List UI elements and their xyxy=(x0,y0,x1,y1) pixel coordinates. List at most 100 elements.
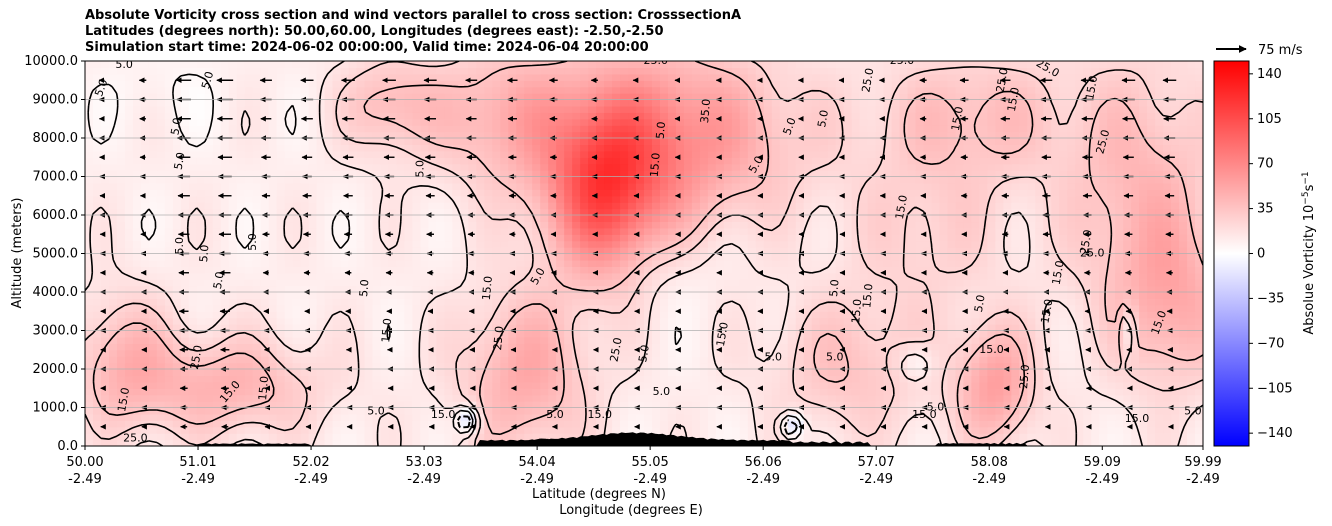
vorticity-cell xyxy=(1027,407,1036,415)
vorticity-cell xyxy=(1171,317,1180,325)
vorticity-cell xyxy=(963,285,973,293)
vorticity-cell xyxy=(659,240,669,248)
vorticity-cell xyxy=(604,420,613,428)
vorticity-cell xyxy=(460,247,469,255)
vorticity-cell xyxy=(747,234,757,242)
vorticity-cell xyxy=(723,330,733,338)
vorticity-cell xyxy=(92,215,102,223)
vorticity-cell xyxy=(644,381,653,389)
vorticity-cell xyxy=(843,407,853,415)
vorticity-cell xyxy=(268,324,278,332)
vorticity-cell xyxy=(244,279,254,287)
vorticity-cell xyxy=(108,407,118,415)
vorticity-cell xyxy=(827,375,837,383)
vorticity-cell xyxy=(907,439,917,446)
vorticity-cell xyxy=(228,221,238,229)
vorticity-cell xyxy=(316,247,326,255)
vorticity-cell xyxy=(1051,356,1060,364)
vorticity-cell xyxy=(444,259,453,267)
vorticity-cell xyxy=(332,311,342,319)
vorticity-cell xyxy=(1003,311,1012,319)
vorticity-cell xyxy=(276,221,286,229)
vorticity-cell xyxy=(1195,407,1203,415)
vorticity-cell xyxy=(1027,388,1036,396)
vorticity-cell xyxy=(540,369,549,377)
vorticity-cell xyxy=(564,356,573,364)
vorticity-cell xyxy=(484,426,493,434)
vorticity-cell xyxy=(380,362,390,370)
vorticity-cell xyxy=(1003,330,1012,338)
vorticity-cell xyxy=(436,324,445,332)
vorticity-cell xyxy=(1163,439,1172,446)
vorticity-cell xyxy=(388,247,398,255)
vorticity-cell xyxy=(667,304,677,312)
vorticity-cell xyxy=(787,343,797,351)
vorticity-cell xyxy=(604,324,613,332)
vorticity-cell xyxy=(484,317,493,325)
vorticity-cell xyxy=(803,330,813,338)
vorticity-cell xyxy=(819,311,829,319)
vorticity-cell xyxy=(340,388,350,396)
vorticity-cell xyxy=(779,401,789,409)
vorticity-cell xyxy=(907,227,917,235)
vorticity-cell xyxy=(412,330,421,338)
vorticity-cell xyxy=(372,304,382,312)
vorticity-cell xyxy=(779,227,789,235)
vorticity-cell xyxy=(204,362,214,370)
vorticity-cell xyxy=(356,266,366,274)
vorticity-cell xyxy=(979,375,988,383)
vorticity-cell xyxy=(372,215,382,223)
vorticity-cell xyxy=(636,304,645,312)
vorticity-cell xyxy=(116,304,126,312)
vorticity-cell xyxy=(340,362,350,370)
vorticity-cell xyxy=(1083,240,1092,248)
vorticity-cell xyxy=(771,311,781,319)
vorticity-cell xyxy=(300,311,310,319)
vorticity-cell xyxy=(683,234,693,242)
vorticity-cell xyxy=(1003,240,1012,248)
vorticity-cell xyxy=(596,215,605,223)
vorticity-cell xyxy=(979,439,988,446)
vorticity-cell xyxy=(1107,362,1116,370)
vorticity-cell xyxy=(324,266,334,274)
vorticity-cell xyxy=(644,388,653,396)
vorticity-cell xyxy=(380,285,390,293)
vorticity-cell xyxy=(548,311,557,319)
vorticity-cell xyxy=(108,215,118,223)
vorticity-cell xyxy=(572,227,581,235)
vorticity-cell xyxy=(532,336,541,344)
vorticity-cell xyxy=(1043,381,1052,389)
vorticity-cell xyxy=(644,317,653,325)
vorticity-cell xyxy=(500,413,509,421)
vorticity-cell xyxy=(835,324,845,332)
vorticity-cell xyxy=(1043,362,1052,370)
vorticity-cell xyxy=(1043,292,1052,300)
vorticity-cell xyxy=(548,215,557,223)
vorticity-cell xyxy=(556,407,565,415)
vorticity-cell xyxy=(835,420,845,428)
vorticity-cell xyxy=(140,349,150,357)
vorticity-cell xyxy=(939,253,949,261)
vorticity-cell xyxy=(1059,324,1068,332)
vorticity-cell xyxy=(755,304,765,312)
vorticity-cell xyxy=(404,394,414,402)
vorticity-cell xyxy=(228,356,238,364)
vorticity-cell xyxy=(564,426,573,434)
vorticity-cell xyxy=(172,317,182,325)
vorticity-cell xyxy=(1123,349,1132,357)
vorticity-cell xyxy=(747,407,757,415)
vorticity-cell xyxy=(532,279,541,287)
vorticity-cell xyxy=(484,292,493,300)
vorticity-cell xyxy=(580,221,589,229)
vorticity-cell xyxy=(795,343,805,351)
vorticity-cell xyxy=(811,240,821,248)
vorticity-cell xyxy=(604,227,613,235)
vorticity-cell xyxy=(252,298,262,306)
vorticity-cell xyxy=(492,407,501,415)
vorticity-cell xyxy=(604,356,613,364)
vorticity-cell xyxy=(188,433,198,441)
vorticity-cell xyxy=(204,311,214,319)
vorticity-cell xyxy=(1195,240,1203,248)
vorticity-cell xyxy=(452,253,461,261)
